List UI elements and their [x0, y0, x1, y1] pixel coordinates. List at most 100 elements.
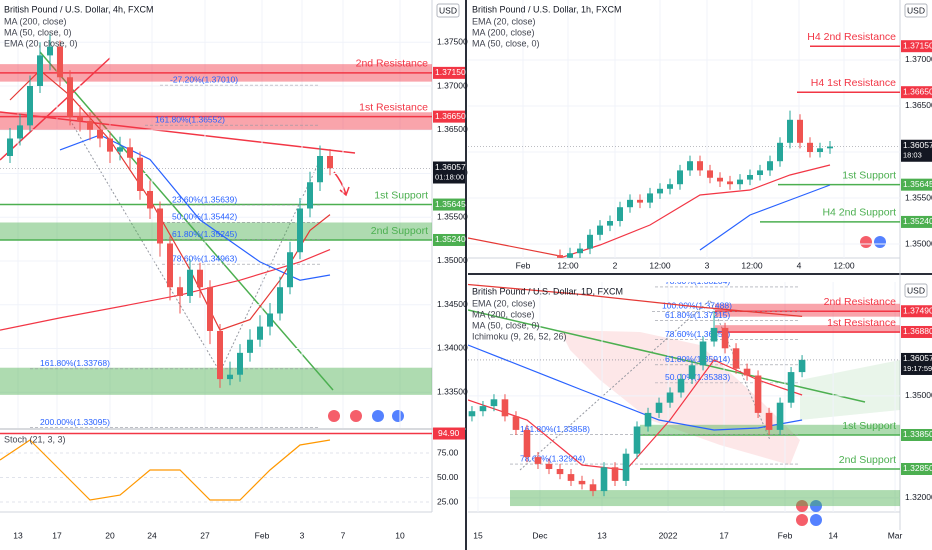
candle-body: [767, 161, 773, 171]
candle-body: [107, 138, 113, 152]
candle-body: [677, 170, 683, 185]
price-tag-label: 1.36650: [903, 86, 932, 96]
fib-label: 161.80%(1.33858): [520, 424, 590, 434]
candle-body: [707, 170, 713, 178]
candle-body: [117, 147, 123, 152]
candle-body: [721, 327, 729, 349]
candle-body: [207, 287, 213, 331]
candle-body: [327, 155, 333, 169]
candle-body: [587, 234, 593, 249]
y-tick-label: 1.35000: [905, 390, 932, 400]
candle-body: [567, 474, 575, 481]
x-tick-label: 10: [395, 530, 405, 540]
candle-body: [317, 155, 323, 183]
price-tag-label: 1.37150: [903, 40, 932, 50]
candle-body: [687, 161, 693, 171]
chart-title: British Pound / U.S. Dollar, 1D, FXCM: [472, 286, 623, 296]
indicator-line: [699, 184, 831, 251]
candle-body: [523, 429, 531, 458]
candle-body: [197, 269, 203, 288]
indicator-line: [468, 237, 561, 257]
candle-body: [737, 179, 743, 185]
last-price-label: 1.36057: [435, 162, 466, 172]
last-price-tag: [901, 139, 932, 162]
fib-label: 61.80%(1.35914): [665, 354, 730, 364]
indicator-line: [559, 164, 831, 258]
candle-body: [27, 86, 33, 126]
level-label: H4 1st Resistance: [811, 77, 896, 89]
candle-body: [157, 208, 163, 244]
candle-body: [677, 378, 685, 393]
fib-label: 78.60%(1.32994): [520, 453, 585, 463]
candle-body: [7, 138, 13, 156]
legend-entry: EMA (20, close, 0): [4, 38, 78, 48]
last-price-tag: [901, 352, 932, 375]
trend-line: [39, 51, 334, 391]
candle-body: [798, 359, 806, 373]
legend-entry: MA (200, close): [472, 27, 535, 37]
candle-body: [512, 416, 520, 430]
x-tick-label: 13: [13, 530, 23, 540]
last-price-time: 19:17:59: [903, 364, 932, 373]
candle-body: [655, 402, 663, 413]
fib-label: 161.80%(1.33768): [40, 358, 110, 368]
level-zone: [715, 325, 900, 333]
price-tag: [433, 233, 465, 246]
candle-body: [534, 457, 542, 464]
y-tick-label: 1.37000: [905, 54, 932, 64]
candle-body: [97, 129, 103, 139]
candle-body: [717, 177, 723, 182]
x-tick-label: Feb: [255, 530, 270, 540]
currency-label: USD: [907, 5, 925, 15]
chart-title: British Pound / U.S. Dollar, 1h, FXCM: [472, 4, 622, 14]
x-tick-label: Feb: [516, 260, 531, 270]
zigzag-drawing: [519, 299, 771, 471]
candle-body: [17, 125, 23, 139]
x-tick-label: 3: [300, 530, 305, 540]
x-tick-label: Dec: [532, 530, 548, 540]
currency-label: USD: [439, 5, 457, 15]
y-tick-label: 1.33500: [437, 386, 468, 396]
legend-entry: EMA (20, close): [472, 298, 536, 308]
candle-body: [817, 148, 823, 153]
last-price-time: 18:03: [903, 151, 922, 160]
candle-body: [257, 326, 263, 340]
trend-line: [468, 309, 866, 403]
candle-body: [647, 193, 653, 203]
candle-body: [277, 287, 283, 314]
candle-body: [644, 412, 652, 427]
x-tick-label: 17: [719, 530, 729, 540]
candle-body: [633, 426, 641, 454]
price-tag-label: 1.35240: [903, 216, 932, 226]
candle-body: [777, 142, 783, 162]
x-tick-label: 7: [341, 530, 346, 540]
y-tick-label: 1.35000: [437, 255, 468, 265]
candle-body: [611, 467, 619, 481]
x-tick-label: Mar: [888, 530, 903, 540]
candle-body: [827, 146, 833, 149]
level-label: H4 2nd Support: [822, 207, 896, 219]
stoch-tag-label: 94.90: [438, 428, 460, 438]
candle-body: [267, 313, 273, 327]
candle-body: [287, 252, 293, 288]
candle-body: [627, 199, 633, 208]
y-tick-label: 1.36500: [905, 100, 932, 110]
y-tick-label: 1.37000: [437, 80, 468, 90]
currency-box: [436, 3, 460, 18]
candle-body: [617, 207, 623, 222]
legend-entry: MA (200, close): [4, 16, 67, 26]
y-tick-label: 1.35500: [905, 192, 932, 202]
candle-body: [501, 399, 509, 417]
level-label: 2nd Resistance: [356, 58, 429, 70]
level-zone: [510, 490, 900, 507]
x-tick-label: 4: [797, 260, 802, 270]
candle-body: [578, 480, 586, 485]
candle-body: [545, 463, 553, 469]
y-tick-label: 1.32000: [905, 492, 932, 502]
plot-area: 78.60%(1.38204)100.00%(1.37488)61.80%(1.…: [468, 282, 900, 512]
candle-body: [710, 327, 718, 342]
candle-body: [67, 77, 73, 117]
candle-body: [217, 330, 223, 380]
fib-label: 78.60%(1.34963): [172, 253, 237, 263]
candle-body: [747, 175, 753, 180]
